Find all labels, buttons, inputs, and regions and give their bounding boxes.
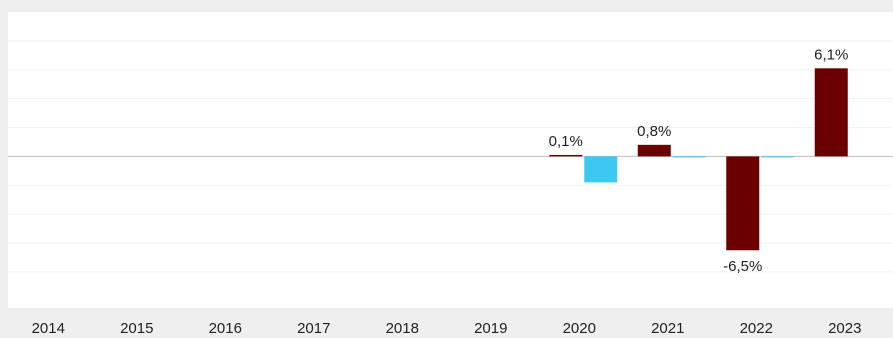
data-label-2021: 0,8%: [637, 123, 671, 140]
x-axis-ticks: 2014 2015 2016 2017 2018 2019 2020 2021 2022 2023: [32, 320, 862, 337]
gridlines: [8, 40, 893, 273]
x-tick-label-2022: 2022: [740, 320, 773, 337]
bar-2020-series-1: [584, 156, 618, 183]
x-tick-label-2018: 2018: [386, 320, 419, 337]
x-tick-label-2015: 2015: [120, 320, 153, 337]
bar-2022-series-0: [726, 156, 760, 251]
data-labels-group: 0,1% 0,8% -6,5% 6,1%: [549, 46, 849, 275]
x-tick-label-2016: 2016: [209, 320, 242, 337]
bar-2020-series-0: [549, 154, 583, 157]
bar-2022-series-1: [761, 156, 795, 158]
data-label-2022: -6,5%: [723, 258, 762, 275]
bar-2021-series-0: [637, 144, 671, 157]
x-tick-label-2017: 2017: [297, 320, 330, 337]
x-tick-label-2020: 2020: [563, 320, 596, 337]
bars-group: [549, 68, 848, 251]
data-label-2020: 0,1%: [549, 133, 583, 150]
bar-2023-series-0: [814, 68, 848, 157]
bar-2021-series-1: [672, 156, 706, 158]
x-tick-label-2014: 2014: [32, 320, 65, 337]
data-label-2023: 6,1%: [814, 46, 848, 63]
x-tick-label-2021: 2021: [651, 320, 684, 337]
x-tick-label-2019: 2019: [474, 320, 507, 337]
x-tick-label-2023: 2023: [828, 320, 861, 337]
